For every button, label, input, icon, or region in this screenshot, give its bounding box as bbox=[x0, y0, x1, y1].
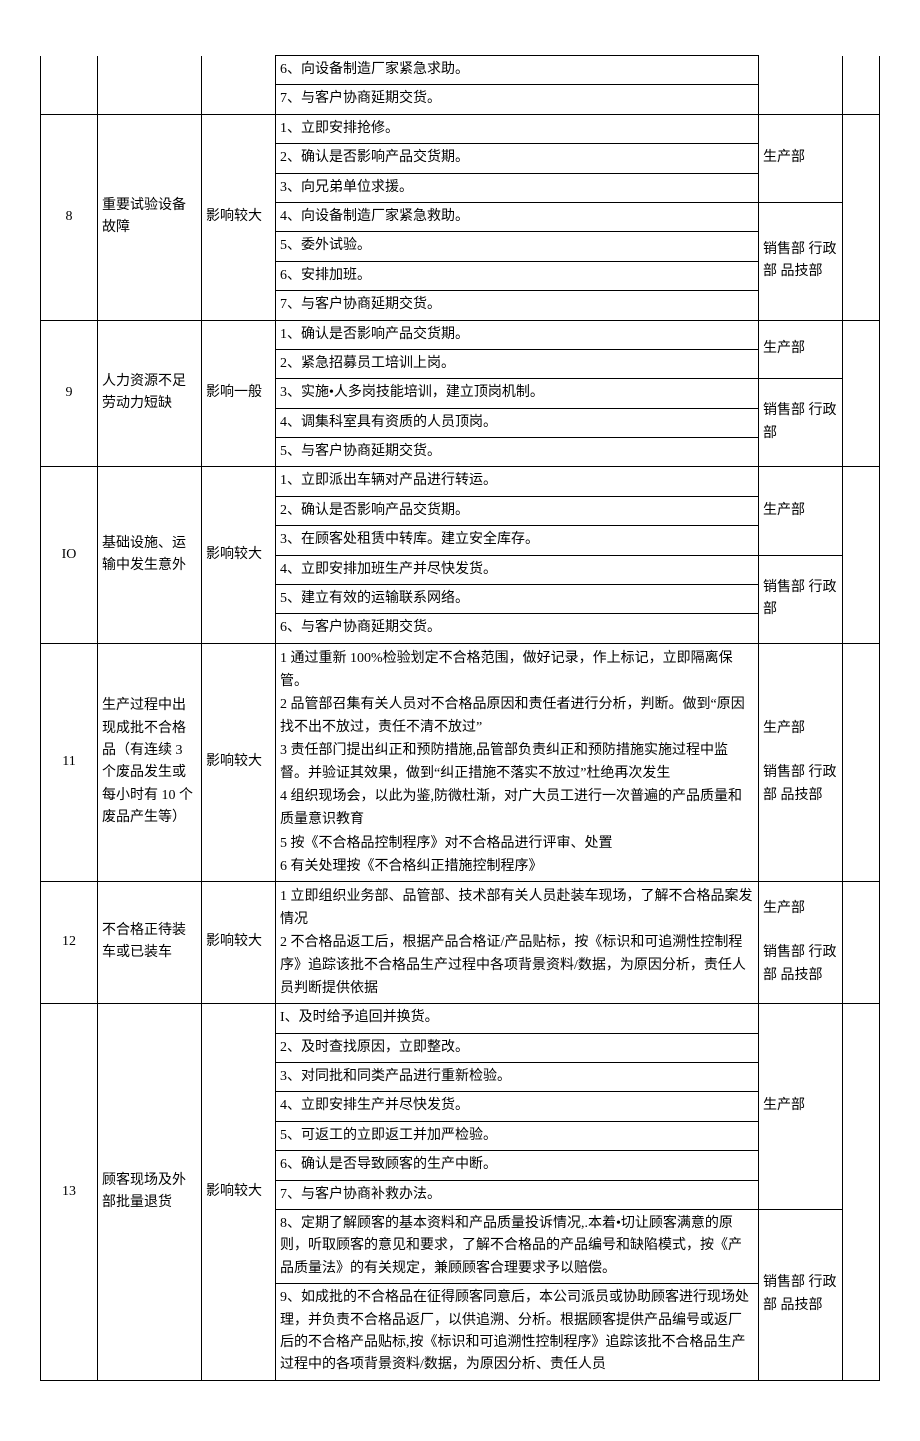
row-name: 不合格正待装车或已装车 bbox=[98, 881, 202, 1003]
row-dept-top: 生产部 bbox=[759, 467, 843, 555]
row-action-item: 4、调集科室具有资质的人员顶岗。 bbox=[276, 408, 759, 437]
row-action-item: 8、定期了解顾客的基本资料和产品质量投诉情况,.本着•切让顾客满意的原则，听取顾… bbox=[276, 1209, 759, 1283]
row-action-item: 5、委外试验。 bbox=[276, 232, 759, 261]
row-name: 重要试验设备故障 bbox=[98, 114, 202, 320]
row-action-item: 7、与客户协商延期交货。 bbox=[276, 85, 759, 114]
row-dept-top: 生产部 bbox=[759, 1004, 843, 1210]
row-action-item: 9、如成批的不合格品在征得顾客同意后，本公司派员或协助顾客进行现场处理，并负责不… bbox=[276, 1284, 759, 1381]
row-dept: 生产部 销售部 行政部 品技部 bbox=[759, 643, 843, 881]
row-level: 影响较大 bbox=[202, 467, 276, 643]
row-dept-bottom: 销售部 行政部 bbox=[759, 379, 843, 467]
row-name: 基础设施、运输中发生意外 bbox=[98, 467, 202, 643]
row-number: 8 bbox=[41, 114, 98, 320]
row-level: 影响较大 bbox=[202, 1004, 276, 1380]
row-level bbox=[202, 56, 276, 115]
row-action-item: 6、安排加班。 bbox=[276, 261, 759, 290]
row-dept-bottom: 销售部 行政部 bbox=[759, 555, 843, 643]
row-action-item: 5、与客户协商延期交货。 bbox=[276, 438, 759, 467]
row-name: 生产过程中出现成批不合格品（有连续 3 个废品发生或每小时有 10 个废品产生等… bbox=[98, 643, 202, 881]
row-action-item: 2、确认是否影响产品交货期。 bbox=[276, 496, 759, 525]
row-name: 人力资源不足劳动力短缺 bbox=[98, 320, 202, 467]
row-action-item: 2、及时查找原因，立即整改。 bbox=[276, 1033, 759, 1062]
row-action-item: 4、向设备制造厂家紧急救助。 bbox=[276, 202, 759, 231]
row-action-item: 1、确认是否影响产品交货期。 bbox=[276, 320, 759, 349]
row-number bbox=[41, 56, 98, 115]
row-action-item: 4、立即安排生产并尽快发货。 bbox=[276, 1092, 759, 1121]
row-dept bbox=[759, 56, 843, 115]
row-dept-top: 生产部 bbox=[759, 114, 843, 202]
row-action-item: 4、立即安排加班生产并尽快发货。 bbox=[276, 555, 759, 584]
row-action-item: 2、确认是否影响产品交货期。 bbox=[276, 144, 759, 173]
row-action-item: 3、向兄弟单位求援。 bbox=[276, 173, 759, 202]
row-action-item: 1、立即安排抢修。 bbox=[276, 114, 759, 143]
row-action-item: 6、确认是否导致顾客的生产中断。 bbox=[276, 1151, 759, 1180]
row-actions: 1 立即组织业务部、品管部、技术部有关人员赴装车现场，了解不合格品案发情况2 不… bbox=[276, 881, 759, 1003]
row-action-item: 1、立即派出车辆对产品进行转运。 bbox=[276, 467, 759, 496]
row-action-item: 3、在顾客处租赁中转库。建立安全库存。 bbox=[276, 526, 759, 555]
row-dept-top: 生产部 bbox=[759, 320, 843, 379]
row-action-item: 3、实施•人多岗技能培训，建立顶岗机制。 bbox=[276, 379, 759, 408]
row-number: 11 bbox=[41, 643, 98, 881]
row-action-item: 2、紧急招募员工培训上岗。 bbox=[276, 349, 759, 378]
row-dept-bottom: 销售部 行政部 品技部 bbox=[759, 1209, 843, 1380]
row-action-item: 6、向设备制造厂家紧急求助。 bbox=[276, 56, 759, 85]
row-dept-bottom: 销售部 行政部 品技部 bbox=[759, 202, 843, 320]
row-action-item: 3、对同批和同类产品进行重新检验。 bbox=[276, 1063, 759, 1092]
row-action-item: 7、与客户协商补救办法。 bbox=[276, 1180, 759, 1209]
row-actions: 1 通过重新 100%检验划定不合格范围，做好记录，作上标记，立即隔离保管。2 … bbox=[276, 643, 759, 881]
row-number: 12 bbox=[41, 881, 98, 1003]
row-action-item: 6、与客户协商延期交货。 bbox=[276, 614, 759, 643]
row-action-item: I、及时给予追回并换货。 bbox=[276, 1004, 759, 1033]
row-action-item: 7、与客户协商延期交货。 bbox=[276, 291, 759, 320]
row-level: 影响较大 bbox=[202, 643, 276, 881]
row-name: 顾客现场及外部批量退货 bbox=[98, 1004, 202, 1380]
emergency-plan-table: 6、向设备制造厂家紧急求助。7、与客户协商延期交货。8重要试验设备故障影响较大1… bbox=[40, 55, 880, 1381]
row-level: 影响较大 bbox=[202, 114, 276, 320]
row-action-item: 5、可返工的立即返工并加严检验。 bbox=[276, 1121, 759, 1150]
row-name bbox=[98, 56, 202, 115]
row-level: 影响较大 bbox=[202, 881, 276, 1003]
row-action-item: 5、建立有效的运输联系网络。 bbox=[276, 585, 759, 614]
row-number: 9 bbox=[41, 320, 98, 467]
row-dept: 生产部 销售部 行政部 品技部 bbox=[759, 881, 843, 1003]
row-number: IO bbox=[41, 467, 98, 643]
row-number: 13 bbox=[41, 1004, 98, 1380]
row-level: 影响一般 bbox=[202, 320, 276, 467]
